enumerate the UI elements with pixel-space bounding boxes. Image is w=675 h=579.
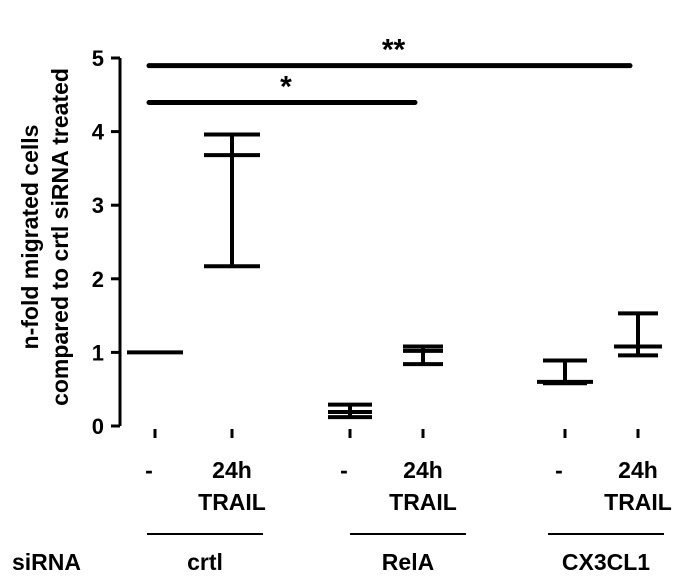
significance-label: ** xyxy=(382,34,406,67)
condition-label: 24h xyxy=(403,457,443,483)
condition-label: TRAIL xyxy=(389,489,457,515)
row-label: siRNA xyxy=(12,549,81,575)
group-label: RelA xyxy=(382,549,434,575)
y-tick-label: 5 xyxy=(92,46,104,71)
y-tick-label: 0 xyxy=(92,414,104,439)
y-tick-label: 2 xyxy=(92,267,104,292)
significance-bars: *** xyxy=(146,34,633,105)
y-axis-label: n-fold migrated cells compared to crtl si… xyxy=(17,68,73,406)
condition-label: 24h xyxy=(618,457,658,483)
group-label: crtl xyxy=(187,549,223,575)
condition-label: TRAIL xyxy=(198,489,266,515)
condition-label: TRAIL xyxy=(604,489,672,515)
condition-label: - xyxy=(555,457,563,483)
y-axis-label-line: n-fold migrated cells xyxy=(17,125,43,350)
y-tick-label: 1 xyxy=(92,340,104,365)
x-axis-labels: - 24h TRAIL crtl - 24h TRAIL RelA - 24h TRAIL CX3CL… xyxy=(12,457,672,575)
group-label: CX3CL1 xyxy=(562,549,650,575)
y-tick-label: 4 xyxy=(92,120,105,145)
plot-marks xyxy=(127,132,662,420)
y-tick-label: 3 xyxy=(92,193,104,218)
condition-label: - xyxy=(340,457,348,483)
y-axis: 0 1 2 3 4 5 xyxy=(92,46,640,439)
y-axis-label-line: compared to crtl siRNA treated xyxy=(47,68,73,406)
condition-label: 24h xyxy=(212,457,252,483)
condition-label: - xyxy=(145,457,153,483)
significance-label: * xyxy=(280,70,292,103)
